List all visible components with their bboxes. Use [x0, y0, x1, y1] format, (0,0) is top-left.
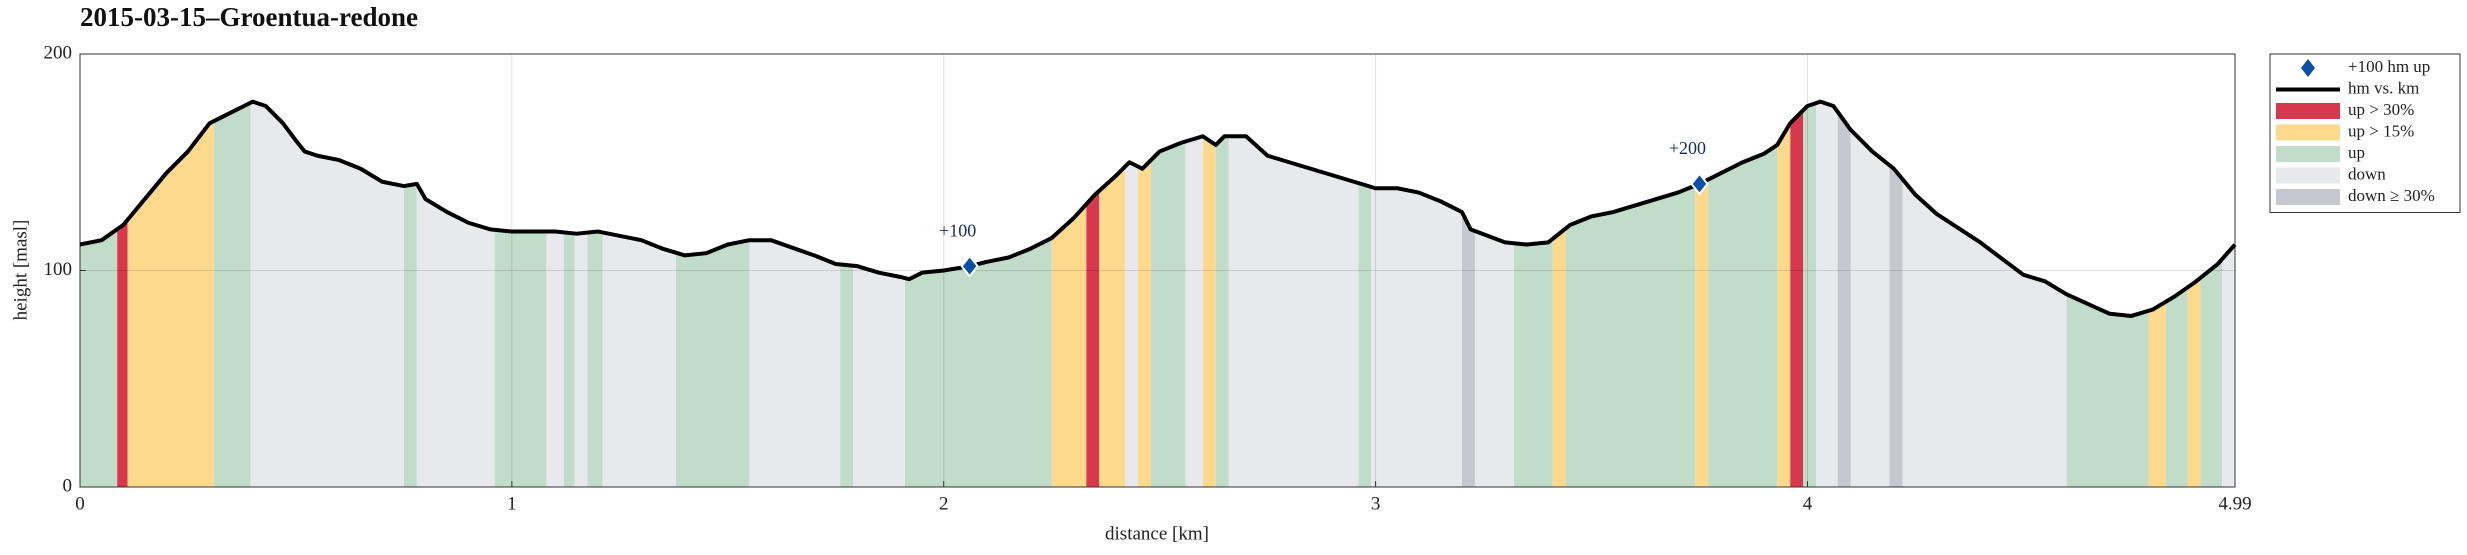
slope-band [1777, 101, 1791, 487]
diamond-marker [1690, 172, 1709, 196]
y-tick-label: 100 [44, 259, 73, 280]
legend-swatch [2276, 103, 2340, 119]
slope-band [1695, 101, 1709, 487]
legend-label: down ≥ 30% [2348, 186, 2435, 205]
slope-band [1215, 101, 1229, 487]
slope-band [1850, 101, 1890, 487]
slope-band [563, 101, 575, 487]
slope-band [117, 101, 128, 487]
legend-swatch [2276, 167, 2340, 184]
slope-band [1202, 101, 1216, 487]
legend-swatch [2276, 189, 2340, 205]
slope-band [1837, 101, 1851, 487]
y-tick-label: 200 [44, 42, 73, 63]
slope-band [1138, 101, 1152, 487]
y-tick-label: 0 [63, 475, 73, 496]
slope-band [1125, 101, 1139, 487]
legend-swatch [2276, 146, 2340, 162]
legend-label: up > 30% [2348, 100, 2414, 119]
x-tick-label: 1 [507, 493, 517, 514]
slope-band [1803, 101, 1817, 487]
slope-band [1185, 101, 1203, 487]
legend-label: down [2348, 164, 2386, 183]
legend-label: up > 15% [2348, 121, 2414, 140]
legend-diamond [2301, 59, 2315, 77]
slope-band [403, 101, 417, 487]
slope-band [1151, 101, 1186, 487]
x-tick-label: 4.99 [2218, 493, 2251, 514]
legend-label: +100 hm up [2348, 57, 2430, 76]
legend-swatch [2276, 124, 2340, 141]
x-tick-label: 2 [939, 493, 949, 514]
slope-band [1816, 101, 1838, 487]
plot-frame [79, 53, 2236, 488]
diamond-marker [960, 254, 979, 278]
slope-band [1358, 101, 1372, 487]
x-tick-label: 0 [75, 493, 85, 514]
chart-title: 2015-03-15–Groentua-redone [80, 2, 418, 32]
marker-label: +100 [939, 220, 976, 240]
x-axis-label: distance [km] [1105, 523, 1209, 544]
y-axis-label: height [masl] [10, 220, 31, 321]
legend-label: hm vs. km [2348, 78, 2419, 97]
x-tick-label: 3 [1371, 493, 1381, 514]
legend-label: up [2348, 143, 2365, 162]
slope-band [1889, 101, 1903, 487]
slope-band [213, 101, 251, 487]
profile-line [79, 99, 2237, 318]
slope-band [1790, 101, 1804, 487]
x-tick-label: 4 [1803, 493, 1813, 514]
marker-label: +200 [1669, 138, 1706, 158]
